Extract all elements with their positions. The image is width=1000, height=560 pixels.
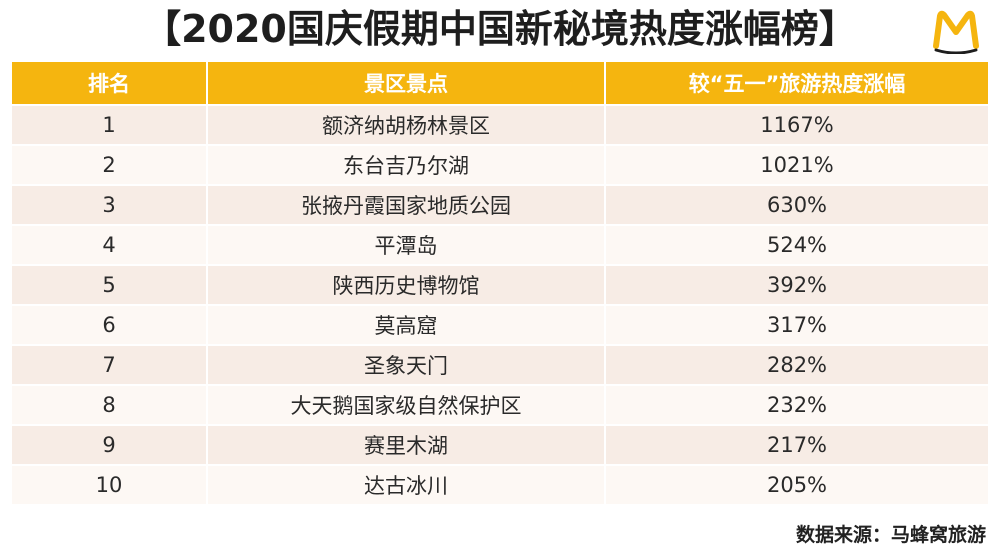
table-row: 7 圣象天门 282% bbox=[12, 344, 988, 384]
rank-cell: 7 bbox=[12, 344, 208, 384]
table-row: 2 东台吉乃尔湖 1021% bbox=[12, 144, 988, 184]
table-body: 1 额济纳胡杨林景区 1167% 2 东台吉乃尔湖 1021% 3 张掖丹霞国家地质公园 630… bbox=[12, 104, 988, 504]
header-scenic-spot: 景区景点 bbox=[208, 62, 606, 104]
chart-title: 【2020国庆假期中国新秘境热度涨幅榜】 bbox=[143, 7, 857, 51]
increase-cell: 1167% bbox=[606, 104, 988, 144]
rank-cell: 8 bbox=[12, 384, 208, 424]
table-row: 10 达古冰川 205% bbox=[12, 464, 988, 504]
header-rank: 排名 bbox=[12, 62, 208, 104]
rank-cell: 5 bbox=[12, 264, 208, 304]
rank-cell: 6 bbox=[12, 304, 208, 344]
table-header-row: 排名 景区景点 较“五一”旅游热度涨幅 bbox=[12, 62, 988, 104]
scenic-spot-cell: 大天鹅国家级自然保护区 bbox=[208, 384, 606, 424]
table-row: 8 大天鹅国家级自然保护区 232% bbox=[12, 384, 988, 424]
rank-cell: 9 bbox=[12, 424, 208, 464]
scenic-spot-cell: 额济纳胡杨林景区 bbox=[208, 104, 606, 144]
header-increase: 较“五一”旅游热度涨幅 bbox=[606, 62, 988, 104]
table-row: 4 平潭岛 524% bbox=[12, 224, 988, 264]
scenic-spot-cell: 莫高窟 bbox=[208, 304, 606, 344]
mafengwo-m-logo-icon bbox=[928, 6, 984, 54]
table-row: 3 张掖丹霞国家地质公园 630% bbox=[12, 184, 988, 224]
scenic-spot-cell: 达古冰川 bbox=[208, 464, 606, 504]
table-row: 9 赛里木湖 217% bbox=[12, 424, 988, 464]
table-row: 6 莫高窟 317% bbox=[12, 304, 988, 344]
scenic-spot-cell: 平潭岛 bbox=[208, 224, 606, 264]
increase-cell: 205% bbox=[606, 464, 988, 504]
rank-cell: 4 bbox=[12, 224, 208, 264]
scenic-spot-cell: 陕西历史博物馆 bbox=[208, 264, 606, 304]
ranking-table: 排名 景区景点 较“五一”旅游热度涨幅 1 额济纳胡杨林景区 1167% 2 东台吉乃尔… bbox=[12, 62, 988, 504]
increase-cell: 392% bbox=[606, 264, 988, 304]
increase-cell: 217% bbox=[606, 424, 988, 464]
increase-cell: 282% bbox=[606, 344, 988, 384]
scenic-spot-cell: 东台吉乃尔湖 bbox=[208, 144, 606, 184]
scenic-spot-cell: 赛里木湖 bbox=[208, 424, 606, 464]
increase-cell: 317% bbox=[606, 304, 988, 344]
increase-cell: 232% bbox=[606, 384, 988, 424]
rank-cell: 2 bbox=[12, 144, 208, 184]
increase-cell: 630% bbox=[606, 184, 988, 224]
table-row: 1 额济纳胡杨林景区 1167% bbox=[12, 104, 988, 144]
scenic-spot-cell: 圣象天门 bbox=[208, 344, 606, 384]
data-source: 数据来源：马蜂窝旅游 bbox=[795, 524, 986, 546]
table-row: 5 陕西历史博物馆 392% bbox=[12, 264, 988, 304]
increase-cell: 1021% bbox=[606, 144, 988, 184]
rank-cell: 10 bbox=[12, 464, 208, 504]
increase-cell: 524% bbox=[606, 224, 988, 264]
rank-cell: 3 bbox=[12, 184, 208, 224]
rank-cell: 1 bbox=[12, 104, 208, 144]
scenic-spot-cell: 张掖丹霞国家地质公园 bbox=[208, 184, 606, 224]
